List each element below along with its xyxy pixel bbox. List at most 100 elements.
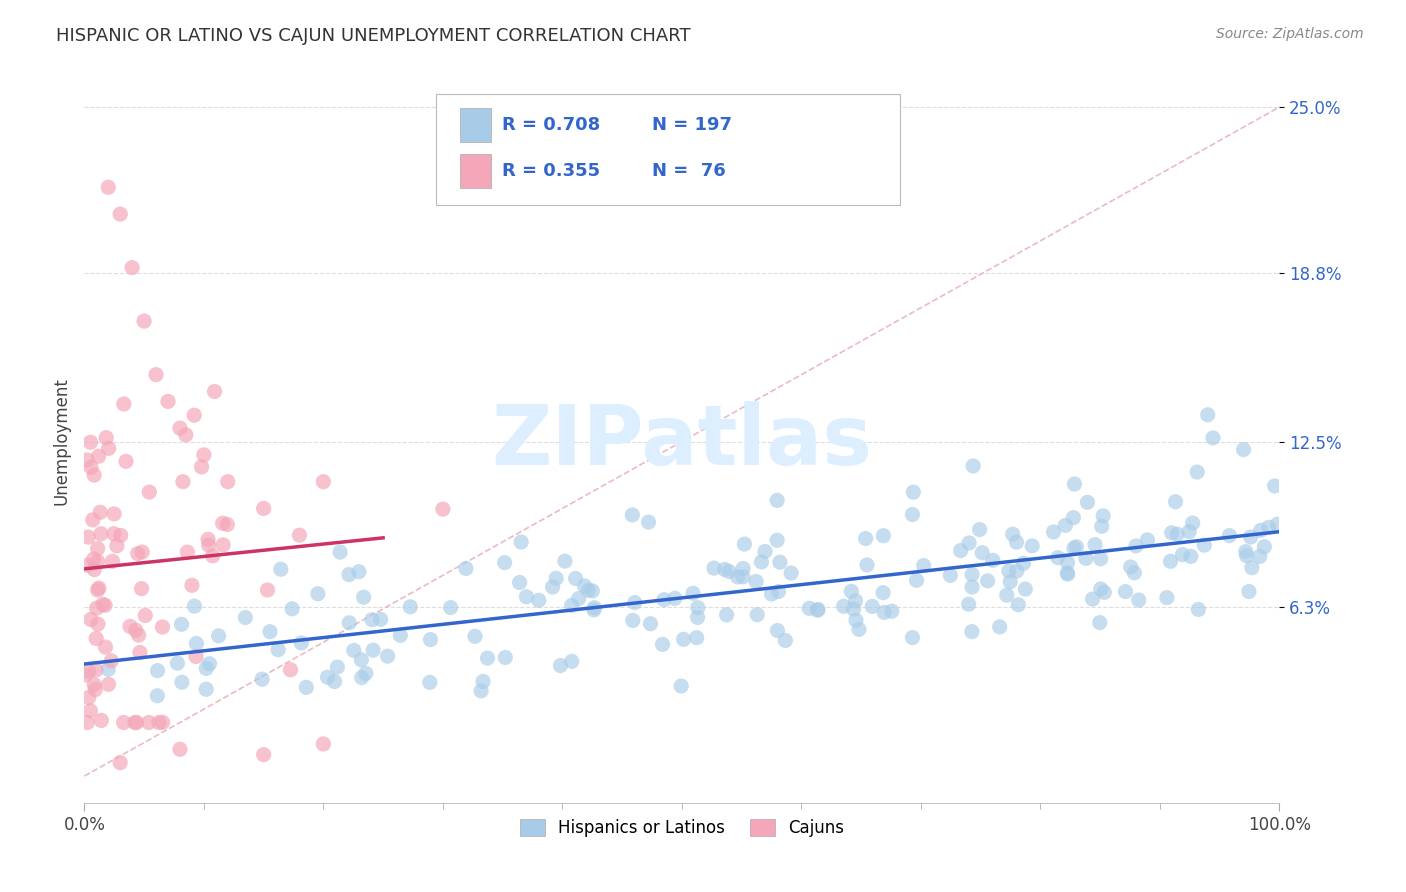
- Point: [207, 629, 229, 643]
- Point: [1001, 527, 1024, 541]
- Point: [960, 567, 983, 582]
- Point: [651, 637, 673, 651]
- Point: [1056, 567, 1078, 582]
- Point: [1007, 598, 1029, 612]
- Point: [253, 747, 276, 762]
- Point: [138, 715, 160, 730]
- Point: [768, 584, 790, 599]
- Point: [184, 649, 207, 664]
- Point: [128, 645, 150, 659]
- Point: [131, 545, 153, 559]
- Point: [581, 583, 603, 598]
- Point: [193, 448, 215, 462]
- Point: [515, 590, 537, 604]
- Point: [169, 421, 191, 435]
- Point: [845, 613, 868, 627]
- Point: [1012, 557, 1035, 571]
- Point: [1194, 538, 1216, 552]
- Point: [125, 715, 148, 730]
- Point: [323, 674, 346, 689]
- Point: [972, 546, 994, 560]
- Point: [124, 715, 146, 730]
- Point: [969, 523, 991, 537]
- Point: [510, 535, 533, 549]
- Text: N = 197: N = 197: [652, 116, 733, 135]
- Point: [87, 581, 110, 595]
- Point: [1062, 510, 1084, 524]
- Point: [1090, 551, 1112, 566]
- Point: [110, 756, 132, 770]
- Point: [464, 629, 486, 643]
- Point: [91, 597, 114, 611]
- Point: [86, 601, 108, 615]
- Point: [1265, 517, 1288, 532]
- Point: [1092, 508, 1115, 523]
- Point: [217, 517, 239, 532]
- Point: [1156, 591, 1178, 605]
- Point: [962, 458, 984, 473]
- Point: [86, 541, 108, 556]
- Point: [747, 607, 769, 622]
- Point: [212, 538, 235, 552]
- Point: [713, 562, 735, 576]
- Point: [166, 656, 188, 670]
- Point: [527, 593, 550, 607]
- Point: [1180, 549, 1202, 564]
- Point: [97, 442, 120, 456]
- Point: [235, 610, 257, 624]
- Point: [769, 555, 792, 569]
- Point: [146, 689, 169, 703]
- Point: [253, 501, 276, 516]
- Point: [1234, 544, 1257, 558]
- Point: [957, 536, 980, 550]
- Point: [872, 529, 894, 543]
- Point: [1240, 560, 1263, 574]
- Point: [880, 604, 903, 618]
- Point: [288, 528, 311, 542]
- Point: [97, 677, 120, 691]
- Point: [766, 533, 789, 548]
- Point: [1081, 592, 1104, 607]
- Point: [561, 599, 583, 613]
- Point: [901, 508, 924, 522]
- Point: [250, 672, 273, 686]
- Point: [75, 668, 97, 682]
- Point: [623, 596, 645, 610]
- Point: [751, 555, 773, 569]
- Point: [316, 670, 339, 684]
- Point: [96, 431, 118, 445]
- Point: [326, 660, 349, 674]
- Point: [716, 607, 738, 622]
- Point: [134, 608, 156, 623]
- Point: [190, 459, 212, 474]
- Point: [582, 603, 605, 617]
- Point: [118, 619, 141, 633]
- Point: [1088, 615, 1111, 630]
- Point: [1185, 465, 1208, 479]
- Point: [998, 564, 1021, 578]
- Point: [181, 578, 204, 592]
- Point: [1218, 528, 1240, 542]
- Point: [621, 508, 644, 522]
- Point: [419, 632, 441, 647]
- Point: [682, 586, 704, 600]
- Point: [183, 409, 205, 423]
- Point: [87, 617, 110, 632]
- Point: [110, 207, 132, 221]
- Point: [995, 588, 1018, 602]
- Point: [128, 628, 150, 642]
- Point: [217, 475, 239, 489]
- Point: [1181, 516, 1204, 530]
- Point: [672, 632, 695, 647]
- Point: [939, 568, 962, 582]
- Point: [1042, 524, 1064, 539]
- Point: [860, 599, 883, 614]
- Point: [686, 610, 709, 624]
- Point: [454, 561, 477, 575]
- Point: [97, 180, 120, 194]
- Point: [1005, 535, 1028, 549]
- Point: [1187, 602, 1209, 616]
- Point: [664, 591, 686, 606]
- Point: [350, 671, 373, 685]
- Point: [541, 580, 564, 594]
